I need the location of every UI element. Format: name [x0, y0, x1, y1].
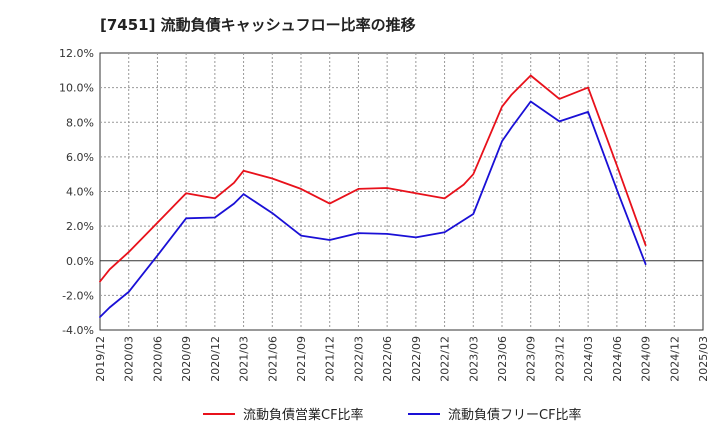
y-tick-label: 12.0% [59, 47, 94, 60]
x-tick-label: 2024/09 [640, 336, 653, 382]
x-tick-label: 2020/03 [123, 336, 136, 382]
chart-title: [7451] 流動負債キャッシュフロー比率の推移 [100, 16, 416, 34]
x-tick-label: 2019/12 [94, 336, 107, 382]
axis-layer: -4.0% -2.0% 0.0% 2.0% 4.0% 6.0% 8.0% 10.0% 12.0%… [59, 47, 710, 382]
x-tick-label: 2020/06 [151, 336, 164, 382]
y-tick-label: 8.0% [66, 116, 94, 129]
x-tick-label: 2022/12 [439, 336, 452, 382]
legend-label: 流動負債営業CF比率 [243, 407, 364, 423]
x-tick-label: 2021/12 [324, 336, 337, 382]
y-tick-label: 4.0% [66, 186, 94, 199]
x-tick-label: 2023/09 [525, 336, 538, 382]
x-tick-label: 2020/09 [180, 336, 193, 382]
y-tick-label: 2.0% [66, 220, 94, 233]
x-tick-label: 2021/06 [266, 336, 279, 382]
x-tick-label: 2020/12 [209, 336, 222, 382]
series-layer [99, 74, 647, 318]
x-tick-label: 2022/09 [410, 336, 423, 382]
x-tick-label: 2023/12 [553, 336, 566, 382]
x-tick-label: 2023/03 [467, 336, 480, 382]
x-tick-label: 2021/03 [238, 336, 251, 382]
series-line-free-cf [99, 100, 647, 318]
x-tick-label: 2022/03 [352, 336, 365, 382]
legend: 流動負債営業CF比率 流動負債フリーCF比率 [203, 407, 582, 423]
x-tick-label: 2022/06 [381, 336, 394, 382]
y-tick-label: 10.0% [59, 82, 94, 95]
x-tick-label: 2024/06 [611, 336, 624, 382]
legend-label: 流動負債フリーCF比率 [448, 407, 582, 423]
x-tick-label: 2023/06 [496, 336, 509, 382]
y-tick-label: 0.0% [66, 255, 94, 268]
series-line-operating-cf [99, 74, 647, 283]
x-tick-label: 2025/03 [697, 336, 710, 382]
y-tick-label: -4.0% [62, 324, 94, 337]
x-tick-label: 2024/03 [582, 336, 595, 382]
x-tick-label: 2024/12 [668, 336, 681, 382]
x-tick-label: 2021/09 [295, 336, 308, 382]
y-tick-label: 6.0% [66, 151, 94, 164]
y-tick-label: -2.0% [62, 289, 94, 302]
